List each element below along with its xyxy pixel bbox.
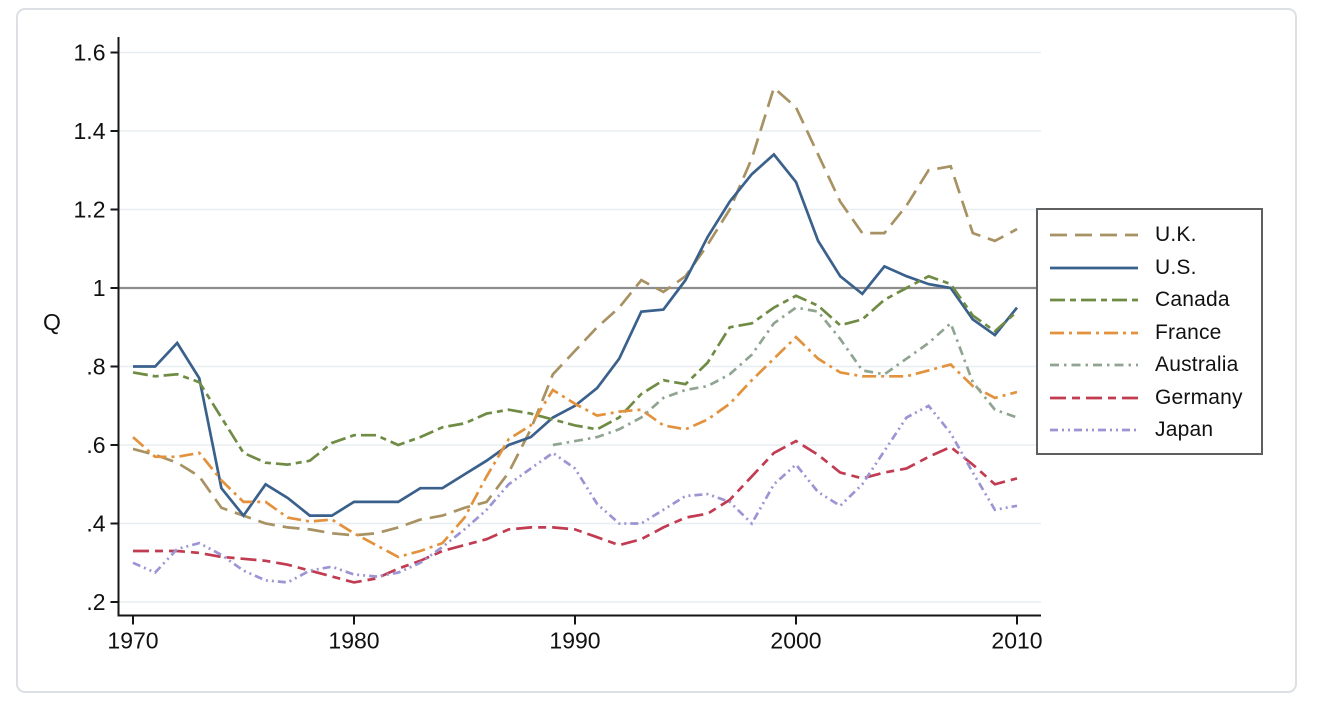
series-line-uk <box>132 85 1018 537</box>
series-line-australia <box>552 306 1018 447</box>
legend-label: Australia <box>1155 353 1239 377</box>
series-line-canada <box>132 274 1018 466</box>
legend-item-germany: Germany <box>1048 382 1261 415</box>
series-line-us <box>133 152 1019 518</box>
legend-swatch-canada <box>1050 298 1138 302</box>
legend-item-japan: Japan <box>1048 414 1261 447</box>
y-tick-label: .8 <box>86 354 105 380</box>
series-line-france <box>132 335 1018 559</box>
legend-swatch-us <box>1050 266 1138 270</box>
y-tick-label: 1.6 <box>74 40 106 66</box>
x-tick-label: 1980 <box>328 628 379 654</box>
x-tick-label: 2010 <box>991 628 1042 654</box>
legend-label: France <box>1155 320 1222 344</box>
legend-swatch-australia <box>1050 363 1138 367</box>
legend-item-canada: Canada <box>1048 284 1261 317</box>
y-tick-label: 1.4 <box>74 118 106 144</box>
legend: U.K. U.S. Canada France Australia Germany Japa… <box>1036 208 1263 455</box>
legend-label: Canada <box>1155 288 1230 312</box>
legend-label: U.S. <box>1155 255 1197 279</box>
y-tick-label: .2 <box>86 589 105 615</box>
series-line-japan <box>132 404 1018 584</box>
y-tick-label: 1.2 <box>74 197 106 223</box>
legend-label: U.K. <box>1155 223 1197 247</box>
legend-swatch-germany <box>1050 396 1138 400</box>
y-tick-label: .4 <box>86 511 105 537</box>
legend-item-france: France <box>1048 317 1261 350</box>
x-tick-label: 1990 <box>549 628 600 654</box>
y-tick-label: 1 <box>93 275 106 301</box>
legend-swatch-japan <box>1050 428 1138 432</box>
legend-swatch-france <box>1050 331 1138 335</box>
legend-item-australia: Australia <box>1048 349 1261 382</box>
legend-label: Japan <box>1155 418 1214 442</box>
x-tick-label: 1970 <box>107 628 158 654</box>
legend-item-uk: U.K. <box>1048 219 1261 252</box>
y-tick-label: .6 <box>86 432 105 458</box>
legend-swatch-uk <box>1050 233 1138 237</box>
x-tick-label: 2000 <box>770 628 821 654</box>
legend-label: Germany <box>1155 385 1243 409</box>
legend-item-us: U.S. <box>1048 252 1261 285</box>
series-line-germany <box>133 439 1018 584</box>
y-axis-title: Q <box>43 309 61 335</box>
